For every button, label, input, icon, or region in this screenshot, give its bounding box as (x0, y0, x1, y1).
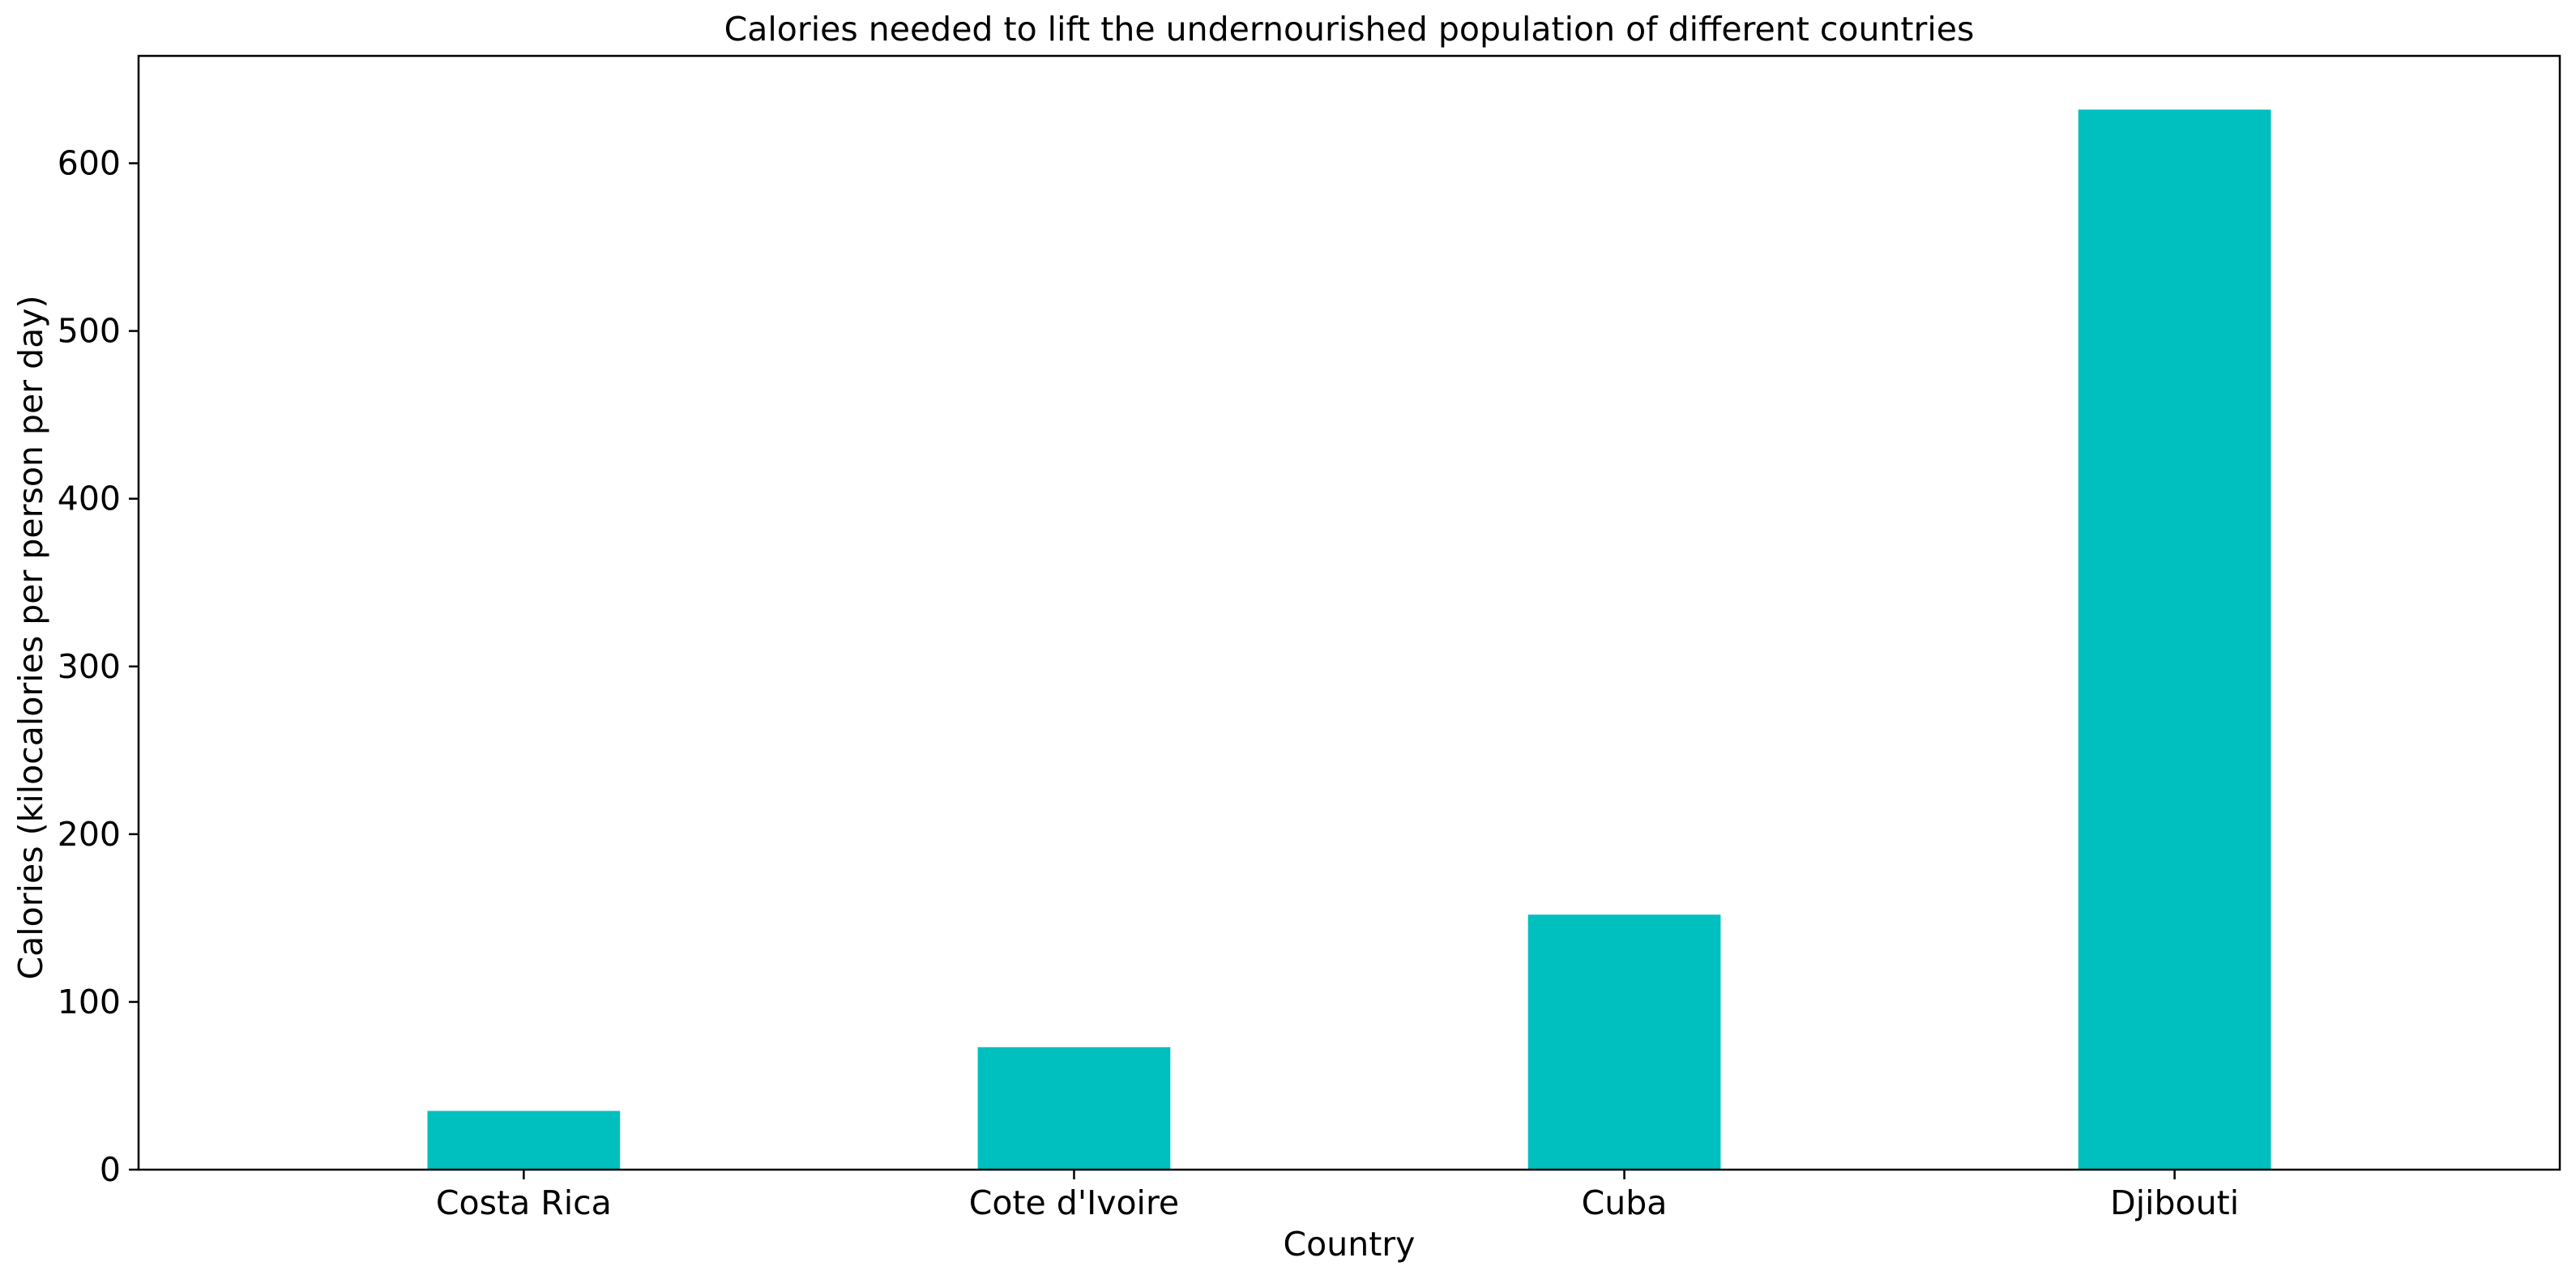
y-axis: 0 100 200 300 400 500 600 (58, 144, 139, 1189)
chart-title: Calories needed to lift the undernourish… (724, 10, 1975, 49)
x-tick-label: Djibouti (2110, 1183, 2239, 1222)
bar-cote-d-ivoire (977, 1047, 1171, 1170)
y-tick-label: 300 (58, 647, 121, 686)
x-axis: Costa Rica Cote d'Ivoire Cuba Djibouti (436, 1170, 2239, 1222)
y-tick-label: 200 (58, 815, 121, 854)
plot-area (137, 54, 2561, 1171)
bar-cuba (1527, 914, 1721, 1170)
x-tick-label: Cuba (1582, 1183, 1668, 1222)
x-tick-label: Cote d'Ivoire (969, 1183, 1179, 1222)
y-tick-label: 400 (58, 480, 121, 518)
y-tick-label: 500 (58, 312, 121, 351)
bar-costa-rica (427, 1111, 621, 1170)
plot-frame (137, 54, 2561, 1171)
y-tick-label: 600 (58, 144, 121, 183)
x-axis-label: Country (1284, 1225, 1416, 1264)
x-tick-label: Costa Rica (436, 1183, 612, 1222)
y-tick-label: 100 (58, 983, 121, 1021)
bar-djibouti (2078, 109, 2271, 1170)
y-axis-label: Calories (kilocalories per person per da… (11, 296, 50, 980)
y-tick-label: 0 (100, 1150, 121, 1189)
